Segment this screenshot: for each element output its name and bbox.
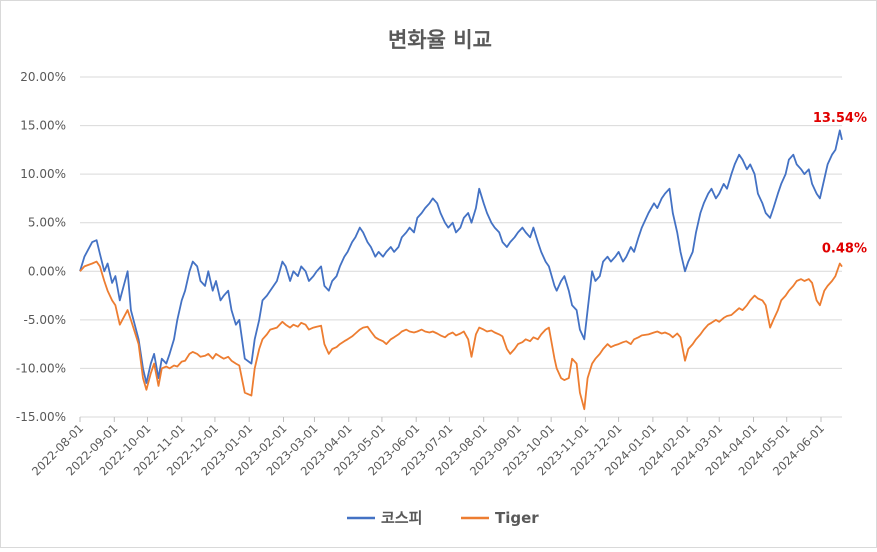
y-tick-label: 10.00% xyxy=(20,167,66,181)
end-value-label-2: 0.48% xyxy=(822,242,867,257)
y-axis-tick-labels: 20.00% 15.00% 10.00% 5.00% 0.00% -5.00% -10.00… xyxy=(16,70,66,424)
y-tick-label: -5.00% xyxy=(24,313,66,327)
legend-label-1: 코스피 xyxy=(381,509,422,527)
end-value-label-1: 13.54% xyxy=(813,111,867,126)
series-line-2 xyxy=(79,260,843,411)
legend-label-2: Tiger xyxy=(495,509,539,527)
y-tick-label: -15.00% xyxy=(16,410,66,424)
y-tick-label: -10.00% xyxy=(16,361,66,375)
series-lines xyxy=(79,129,843,411)
y-tick-label: 20.00% xyxy=(20,70,66,84)
legend: 코스피 Tiger xyxy=(347,509,539,527)
chart-title: 변화율 비교 xyxy=(388,28,492,52)
series-line-1 xyxy=(79,129,843,384)
end-value-labels: 13.54% 0.48% xyxy=(813,111,867,257)
y-tick-label: 15.00% xyxy=(20,119,66,133)
y-tick-label: 5.00% xyxy=(28,216,66,230)
y-tick-label: 0.00% xyxy=(28,264,66,278)
